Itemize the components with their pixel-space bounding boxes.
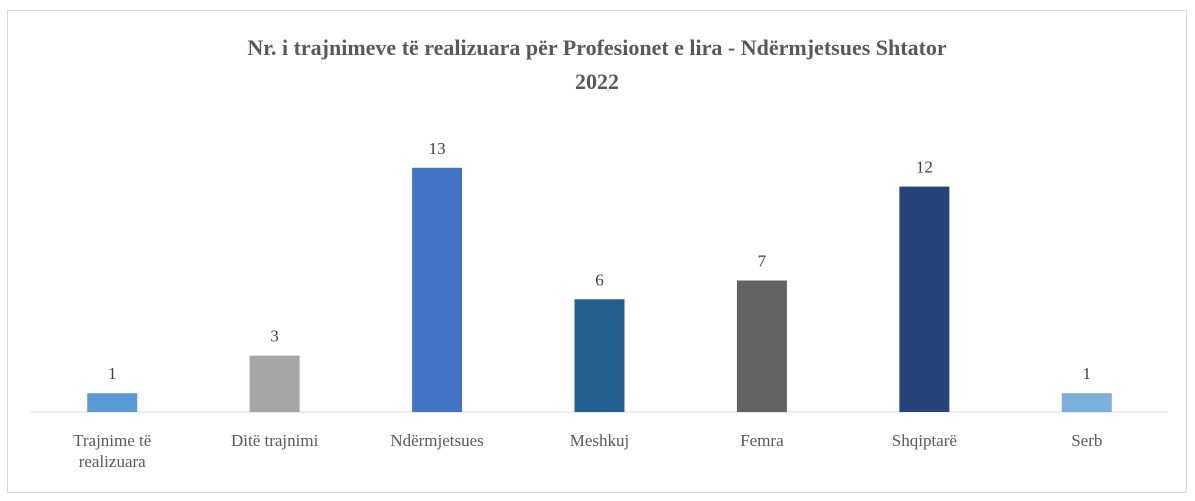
data-label: 13 bbox=[429, 139, 446, 158]
data-label: 12 bbox=[916, 158, 933, 177]
x-tick-label: Shqiptarë bbox=[891, 431, 957, 450]
bar bbox=[87, 393, 138, 412]
x-tick-label: Ditë trajnimi bbox=[230, 431, 319, 450]
x-tick-label: Trajnime të realizuara bbox=[73, 431, 152, 471]
bar bbox=[412, 167, 463, 412]
data-label: 6 bbox=[595, 270, 604, 289]
data-label: 1 bbox=[108, 364, 117, 383]
x-tick-label: Serb bbox=[1071, 431, 1103, 450]
x-tick-label: Femra bbox=[740, 431, 784, 450]
bar bbox=[249, 355, 300, 412]
bar bbox=[736, 280, 787, 412]
bar bbox=[899, 186, 950, 412]
data-label: 3 bbox=[270, 327, 279, 346]
bar bbox=[574, 299, 625, 412]
data-label: 1 bbox=[1083, 364, 1092, 383]
chart-frame bbox=[7, 10, 1187, 493]
x-tick-label: Ndërmjetsues bbox=[390, 431, 484, 450]
chart-title: Nr. i trajnimeve të realizuara për Profe… bbox=[247, 35, 947, 94]
data-label: 7 bbox=[758, 252, 767, 271]
bar bbox=[1061, 393, 1112, 412]
x-tick-label: Meshkuj bbox=[569, 431, 630, 450]
